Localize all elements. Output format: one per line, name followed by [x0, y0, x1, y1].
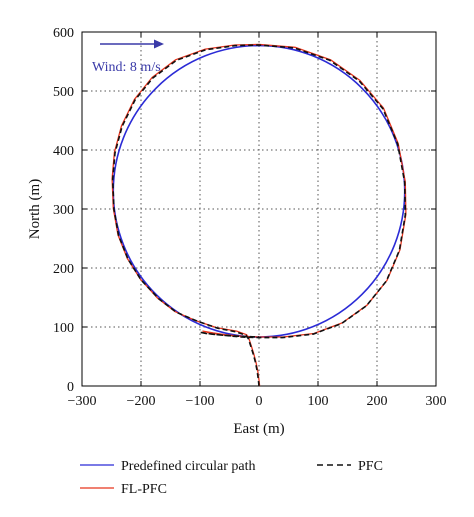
- x-tick-label: 0: [256, 394, 263, 409]
- y-tick-label: 0: [67, 380, 74, 395]
- wind-annotation: Wind: 8 m/s: [92, 39, 164, 75]
- y-axis-title: North (m): [27, 179, 43, 239]
- axis-ticks: [81, 31, 437, 387]
- wind-arrow-head-icon: [154, 39, 164, 49]
- x-tick-label: 200: [367, 394, 388, 409]
- x-tick-label: −100: [186, 394, 215, 409]
- y-tick-label: 400: [53, 144, 74, 159]
- legend-label-pfc: PFC: [358, 459, 383, 474]
- wind-label: Wind: 8 m/s: [92, 60, 161, 75]
- y-tick-label: 300: [53, 203, 74, 218]
- x-tick-label: 300: [426, 394, 447, 409]
- y-tick-label: 100: [53, 321, 74, 336]
- legend-item-pfc: PFC: [317, 459, 383, 474]
- legend-label-predefined: Predefined circular path: [121, 459, 256, 474]
- legend-label-fl-pfc: FL-PFC: [121, 482, 167, 497]
- x-tick-label: −200: [127, 394, 156, 409]
- legend-item-fl-pfc: FL-PFC: [80, 482, 167, 497]
- x-tick-label: 100: [308, 394, 329, 409]
- series-layer: [111, 43, 407, 387]
- y-tick-label: 600: [53, 26, 74, 41]
- series-pfc: [111, 44, 407, 387]
- legend-item-predefined: Predefined circular path: [80, 459, 256, 474]
- y-tick-label: 200: [53, 262, 74, 277]
- x-tick-labels: −300 −200 −100 0 100 200 300: [68, 394, 447, 409]
- legend: Predefined circular path PFC FL-PFC: [80, 459, 383, 497]
- x-tick-label: −300: [68, 394, 97, 409]
- grid-lines: [82, 32, 436, 386]
- x-axis-title: East (m): [233, 421, 284, 437]
- y-tick-labels: 0 100 200 300 400 500 600: [53, 26, 74, 395]
- y-tick-label: 500: [53, 85, 74, 100]
